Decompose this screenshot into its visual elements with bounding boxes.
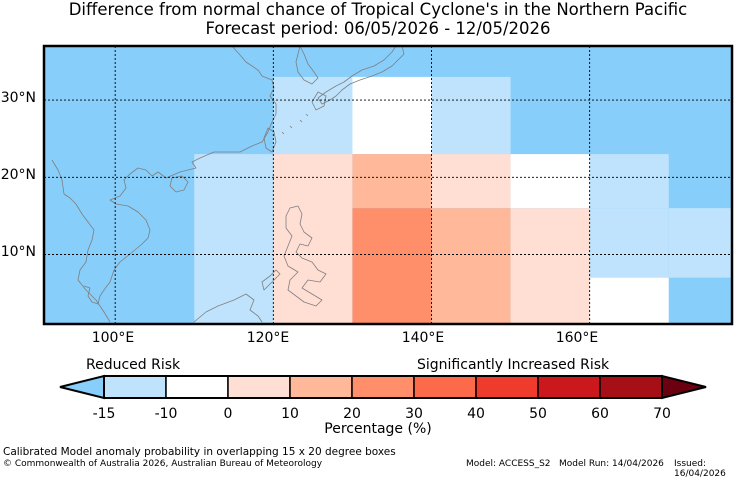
- lon-label-160: 160°E: [555, 330, 599, 346]
- colorbar-low-extend: [59, 374, 105, 400]
- colorbar-tick: 40: [467, 406, 485, 422]
- footer-issued: Issued: 16/04/2026: [674, 459, 726, 479]
- colorbar: [103, 375, 663, 399]
- colorbar-segment: [165, 375, 229, 399]
- map-frame: [42, 44, 734, 326]
- colorbar-tick: 10: [281, 406, 299, 422]
- reduced-risk-label: Reduced Risk: [86, 357, 181, 373]
- colorbar-tick: 60: [591, 406, 609, 422]
- colorbar-segment: [599, 375, 663, 399]
- colorbar-outline: [103, 375, 663, 399]
- anomaly-cell: [431, 154, 511, 209]
- lat-label-30: 30°N: [0, 90, 36, 106]
- colorbar-segment: [537, 375, 601, 399]
- anomaly-cell: [510, 208, 590, 324]
- coastline-ryukyu: [281, 113, 309, 135]
- anomaly-cell: [273, 76, 353, 155]
- colorbar-tick: 50: [529, 406, 547, 422]
- anomaly-cell: [668, 208, 732, 278]
- coastline-hainan: [169, 175, 189, 193]
- anomaly-cell: [352, 154, 432, 209]
- lon-label-140: 140°E: [401, 330, 445, 346]
- coastline-korea: [295, 45, 319, 85]
- colorbar-segment: [289, 375, 353, 399]
- colorbar-segment: [351, 375, 415, 399]
- anomaly-cell: [589, 154, 669, 209]
- coastline-japan: [317, 45, 405, 105]
- coastline-taiwan: [263, 127, 277, 153]
- lon-label-120: 120°E: [246, 330, 290, 346]
- colorbar-tick: -10: [154, 406, 178, 422]
- coastline-mainland: [83, 45, 277, 305]
- coastline-peninsula: [51, 159, 111, 323]
- footer-model: Model: ACCESS_S2: [466, 459, 551, 469]
- footer-model-run: Model Run: 14/04/2026: [559, 459, 664, 469]
- graticule: [44, 46, 732, 324]
- lat-label-10: 10°N: [0, 244, 36, 260]
- colorbar-segment: [475, 375, 539, 399]
- map-title-line1: Difference from normal chance of Tropica…: [68, 0, 688, 19]
- colorbar-tick: 0: [223, 406, 233, 422]
- colorbar-segment: [103, 375, 167, 399]
- anomaly-cell: [273, 154, 353, 324]
- anomaly-cell: [431, 208, 511, 324]
- colorbar-tick: 30: [405, 406, 423, 422]
- map-title-line2: Forecast period: 06/05/2026 - 12/05/2026: [205, 19, 551, 38]
- lat-label-20: 20°N: [0, 167, 36, 183]
- footer-copyright: © Commonwealth of Australia 2026, Austra…: [3, 459, 323, 469]
- increased-risk-label: Significantly Increased Risk: [417, 357, 610, 373]
- anomaly-cell: [589, 277, 669, 324]
- coastline: [51, 45, 405, 323]
- colorbar-tick: 70: [653, 406, 671, 422]
- colorbar-segment: [413, 375, 477, 399]
- lon-label-100: 100°E: [91, 330, 135, 346]
- colorbar-title: Percentage (%): [324, 421, 432, 437]
- colorbar-tick: 20: [343, 406, 361, 422]
- coastline-palawan: [261, 269, 281, 291]
- anomaly-cell: [510, 154, 590, 209]
- anomaly-cell: [352, 76, 432, 155]
- anomaly-cell: [352, 208, 432, 324]
- colorbar-tick: -15: [92, 406, 116, 422]
- colorbar-segment: [227, 375, 291, 399]
- anomaly-cell: [431, 76, 511, 155]
- coastline-philippines: [283, 205, 327, 307]
- coastline-borneo: [193, 293, 263, 323]
- anomaly-cell: [589, 208, 669, 278]
- anomaly-cells: [194, 76, 732, 324]
- footer-description: Calibrated Model anomaly probability in …: [3, 446, 396, 458]
- anomaly-cell: [194, 154, 274, 324]
- colorbar-high-extend: [661, 374, 707, 400]
